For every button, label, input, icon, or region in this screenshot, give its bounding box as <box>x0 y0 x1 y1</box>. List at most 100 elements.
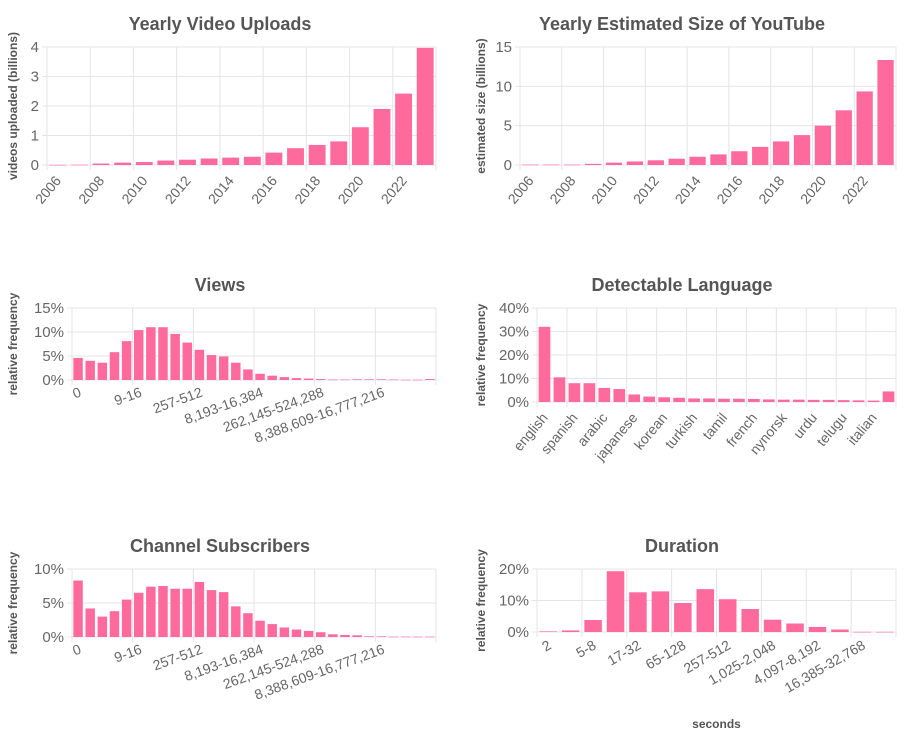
bar <box>109 352 120 380</box>
bar <box>395 93 413 165</box>
bar <box>364 379 374 380</box>
bar <box>539 631 557 632</box>
bar <box>837 400 850 402</box>
y-tick-label: 0% <box>507 624 529 641</box>
x-tick-label: italian <box>844 410 880 448</box>
x-tick-label: 17-32 <box>604 637 643 669</box>
bar <box>330 141 348 165</box>
y-tick-label: 0 <box>31 157 39 174</box>
bar <box>279 377 290 380</box>
y-tick-label: 10% <box>499 593 529 610</box>
bar <box>376 379 387 380</box>
bar <box>822 399 835 402</box>
chart-title: Yearly Video Uploads <box>129 14 312 34</box>
x-tick-label: 9-16 <box>112 384 144 409</box>
bar <box>733 398 745 402</box>
bar <box>316 379 326 380</box>
bar <box>73 357 83 380</box>
bar <box>146 327 156 380</box>
y-tick-label: 40% <box>499 300 529 317</box>
x-tick-label: 2020 <box>797 172 829 206</box>
y-tick-label: 0% <box>42 629 64 646</box>
bar <box>777 399 790 402</box>
x-tick-label: 2006 <box>504 172 536 206</box>
bar <box>792 399 805 402</box>
chart-4: Detectable Language relative frequency 0% 1… <box>474 275 897 464</box>
bar <box>340 379 350 381</box>
bar <box>763 399 775 402</box>
bar <box>279 627 290 637</box>
chart-2: Yearly Estimated Size of YouTube estimate… <box>474 14 897 207</box>
bar <box>416 47 434 166</box>
bar <box>328 634 338 637</box>
bar <box>626 161 644 165</box>
y-tick-label: 5 <box>504 118 512 135</box>
bar <box>564 164 581 166</box>
bar <box>400 379 411 381</box>
chart-title: Duration <box>645 536 719 556</box>
bar <box>553 377 566 402</box>
chart-5: Channel Subscribers relative frequency 0% 5… <box>6 536 437 703</box>
y-axis-title: relative frequency <box>6 292 20 395</box>
bar <box>179 159 196 165</box>
bar <box>265 152 283 165</box>
bar <box>97 616 108 637</box>
bar <box>182 588 192 637</box>
bar <box>364 636 374 637</box>
bar <box>605 162 623 165</box>
bar <box>231 606 241 637</box>
bar <box>643 396 656 402</box>
bar <box>97 362 108 380</box>
bar <box>206 590 217 637</box>
bar <box>243 613 253 637</box>
bar <box>231 362 241 380</box>
chart-title: Yearly Estimated Size of YouTube <box>539 14 825 34</box>
bar <box>752 146 769 165</box>
bar <box>182 342 192 380</box>
bar <box>674 603 692 632</box>
x-tick-label: 2018 <box>755 172 787 206</box>
y-tick-label: 1 <box>31 128 39 145</box>
x-axis-title: seconds <box>692 717 741 731</box>
bar <box>741 609 759 632</box>
bar <box>70 164 88 166</box>
bar <box>651 591 670 632</box>
bar <box>267 375 277 380</box>
x-tick-label: 2016 <box>248 172 280 206</box>
bar <box>561 630 580 632</box>
bar <box>425 379 435 380</box>
bar <box>831 629 849 632</box>
y-axis-title: estimated size (billions) <box>474 38 488 173</box>
bar <box>134 330 144 380</box>
x-tick-label: 2008 <box>75 172 107 206</box>
chart-title: Views <box>195 275 246 295</box>
bar <box>303 378 314 380</box>
bar <box>352 379 362 380</box>
x-tick-label: 2012 <box>630 172 662 206</box>
bar <box>568 383 581 402</box>
bar <box>522 164 539 166</box>
y-tick-label: 0% <box>507 394 529 411</box>
x-tick-label: 2010 <box>588 172 620 206</box>
y-axis-title: relative frequency <box>474 303 488 406</box>
bar <box>876 631 894 633</box>
bar <box>400 636 411 638</box>
bar <box>425 636 435 638</box>
chart-title: Detectable Language <box>591 275 772 295</box>
bar <box>748 398 760 402</box>
bar <box>121 341 132 380</box>
chart-6: Duration relative frequency seconds 0% 10% 20… <box>474 536 897 731</box>
bar <box>538 326 551 402</box>
bar <box>291 629 302 637</box>
bar <box>218 356 229 380</box>
x-tick-label: 2 <box>539 637 554 655</box>
x-tick-label: turkish <box>662 410 701 452</box>
bar <box>200 158 218 165</box>
bar <box>689 156 706 165</box>
bar <box>814 125 832 165</box>
y-tick-label: 10 <box>495 78 512 95</box>
bar <box>316 632 326 637</box>
bar <box>194 349 205 380</box>
y-tick-label: 15 <box>495 39 512 56</box>
bar <box>628 394 641 402</box>
